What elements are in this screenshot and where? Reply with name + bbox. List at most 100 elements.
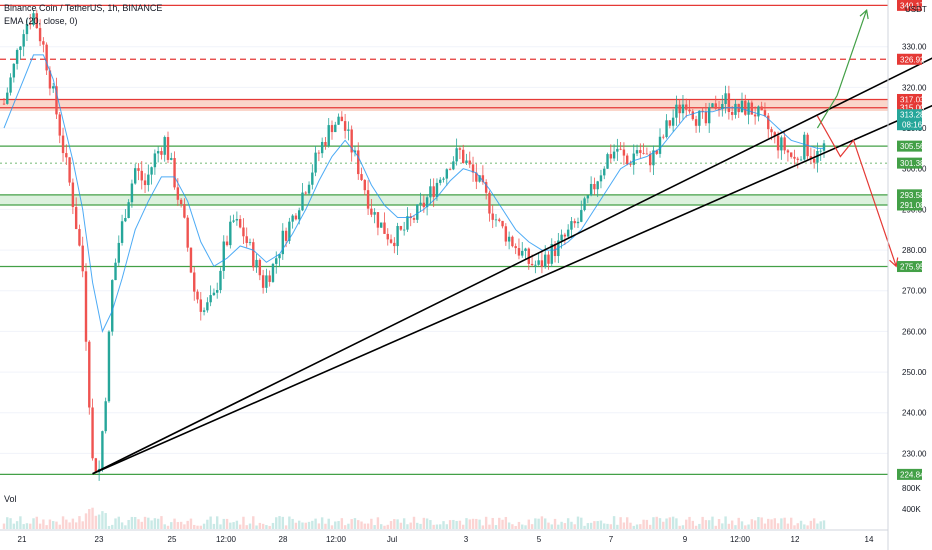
candle-body [271, 263, 275, 282]
volume-bar [147, 517, 150, 529]
volume-bar [334, 521, 337, 529]
volume-bar [511, 524, 514, 529]
candle-body [120, 221, 124, 243]
candle-body [219, 270, 222, 291]
price-tick-label: 250.00 [902, 368, 927, 377]
volume-bar [448, 520, 452, 529]
volume-bar [560, 521, 563, 529]
volume-bar [586, 523, 590, 529]
candle-body [327, 125, 330, 146]
bullish-scenario-arrow [816, 9, 868, 129]
candle-body [425, 197, 429, 208]
volume-bar [281, 516, 284, 529]
volume-bar [409, 522, 412, 529]
volume-bar [153, 518, 157, 529]
time-axis[interactable]: 21 23 25 12:00 28 12:00 Jul 3 5 7 9 12:00 12 14 [18, 535, 874, 544]
candle-body [225, 241, 229, 246]
candle-body [48, 70, 52, 89]
candle-body [222, 241, 225, 271]
candle-body [196, 291, 199, 300]
candle-body [357, 150, 360, 175]
volume-bar [580, 517, 583, 529]
scenario-arrows [816, 8, 899, 268]
volume-bar [796, 523, 799, 529]
candle-body [284, 230, 288, 241]
volume-bar [658, 518, 662, 529]
candle-body [143, 180, 147, 186]
candle-body [373, 212, 376, 215]
volume-bar [691, 520, 694, 529]
candle-body [281, 230, 284, 255]
volume-bar [84, 513, 88, 529]
ema-indicator-label[interactable]: EMA (20, close, 0) [4, 16, 78, 26]
volume-bar [639, 524, 642, 529]
candle-body [199, 299, 202, 312]
candle-body [15, 50, 19, 64]
volume-bar [776, 523, 780, 529]
volume-bar [225, 518, 229, 529]
volume-bar [412, 516, 416, 529]
volume-bar [45, 525, 48, 529]
candle-body [383, 222, 386, 234]
volume-bar [783, 517, 786, 529]
volume-bar [458, 520, 462, 529]
volume-bar [563, 523, 567, 529]
candle-body [193, 272, 196, 292]
candle-body [137, 168, 140, 171]
candle-body [478, 175, 481, 182]
candle-body [432, 186, 435, 197]
volume-bar [9, 518, 12, 529]
volume-bar [606, 523, 609, 529]
bearish-scenario-arrow-head [889, 257, 899, 268]
candle-body [537, 260, 540, 265]
volume-bar [622, 522, 626, 529]
volume-bar [360, 521, 363, 529]
candle-body [389, 239, 393, 243]
candle-body [596, 181, 599, 190]
candle-body [527, 248, 530, 264]
volume-bar [468, 519, 471, 529]
candle-body [698, 110, 701, 126]
volume-bar [265, 525, 268, 529]
candle-body [252, 242, 255, 268]
candle-body [422, 202, 426, 208]
volume-bar [209, 516, 212, 529]
candle-body [773, 132, 776, 136]
candle-body [314, 152, 317, 173]
volume-bar [439, 524, 442, 529]
volume-bar [183, 524, 186, 529]
time-tick-label: 12 [791, 535, 800, 544]
volume-bar [648, 524, 652, 529]
candle-body [724, 93, 727, 105]
volume-bar [48, 519, 52, 529]
candle-body [606, 154, 609, 169]
volume-bar [714, 525, 717, 529]
volume-indicator-label[interactable]: Vol [4, 494, 17, 504]
candle-body [74, 207, 78, 230]
candle-body [475, 172, 478, 182]
candle-body [708, 107, 711, 124]
volume-bar [534, 518, 537, 529]
volume-bar [206, 519, 209, 529]
candle-body [25, 23, 29, 35]
volume-bar [744, 525, 747, 529]
candle-body [45, 44, 48, 71]
candle-body [704, 111, 708, 124]
volume-bar [747, 524, 750, 529]
candle-body [740, 100, 744, 113]
volume-bar [252, 516, 255, 529]
volume-bar [406, 524, 409, 529]
volume-bar [65, 519, 68, 529]
volume-bar [189, 518, 193, 529]
volume-bar [583, 525, 586, 529]
volume-bar [780, 518, 783, 529]
time-tick-label: 7 [609, 535, 614, 544]
candle-body [599, 175, 603, 182]
candle-body [530, 263, 534, 266]
volume-bar [363, 523, 366, 529]
volume-bar [219, 524, 222, 529]
volume-bar [721, 523, 724, 529]
candle-body [42, 41, 45, 45]
volume-bar [376, 517, 380, 529]
